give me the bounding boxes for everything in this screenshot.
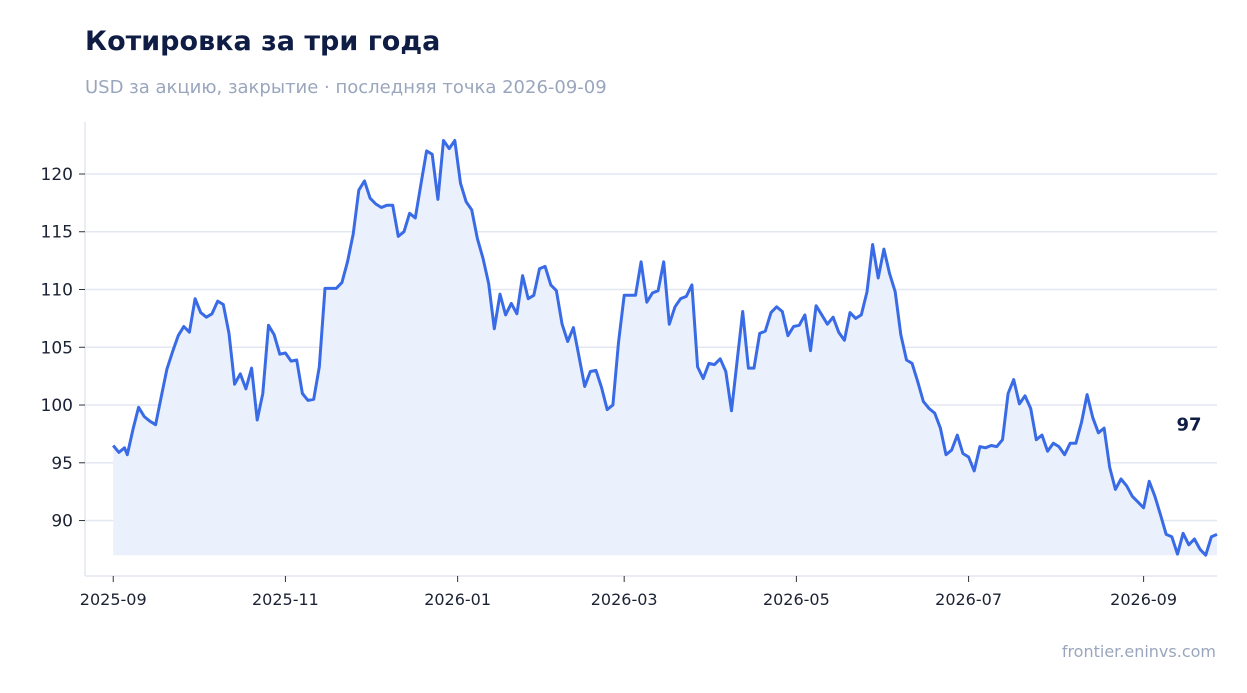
y-tick-label: 110 [41, 281, 73, 301]
x-tick-label: 2026-07 [935, 590, 1002, 609]
area-fill [113, 140, 1218, 556]
y-axis: 90 95 100 105 110 115 120 [41, 165, 85, 532]
x-tick-label: 2026-03 [591, 590, 658, 609]
x-tick-label: 2025-11 [252, 590, 319, 609]
chart-title: Котировка за три года [85, 26, 441, 57]
y-tick-label: 90 [51, 512, 73, 532]
y-tick-label: 105 [41, 338, 73, 358]
y-tick-label: 100 [41, 396, 73, 416]
x-axis: 2025-09 2025-11 2026-01 2026-03 2026-05 2026-… [80, 576, 1177, 609]
x-tick-label: 2025-09 [80, 590, 147, 609]
x-tick-label: 2026-01 [424, 590, 491, 609]
y-tick-label: 115 [41, 223, 73, 243]
last-value-label: 97 [1176, 415, 1201, 436]
y-tick-label: 95 [51, 454, 73, 474]
chart-subtitle: USD за акцию, закрытие · последняя точка… [85, 77, 607, 98]
x-tick-label: 2026-09 [1110, 590, 1177, 609]
source-credit: frontier.eninvs.com [1061, 642, 1216, 661]
x-tick-label: 2026-05 [763, 590, 830, 609]
price-line [112, 139, 1218, 557]
y-tick-label: 120 [41, 165, 73, 185]
